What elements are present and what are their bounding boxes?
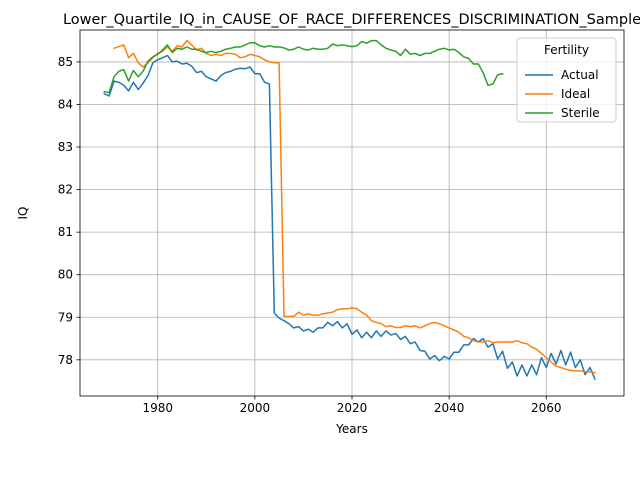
- series-lines: [103, 39, 596, 380]
- y-tick-label: 78: [58, 353, 73, 367]
- x-tick-label: 1980: [142, 401, 173, 415]
- x-axis-label: Years: [335, 422, 368, 436]
- y-axis-label: IQ: [16, 207, 30, 220]
- legend-box: [516, 37, 617, 123]
- y-tick-label: 83: [58, 140, 73, 154]
- series-line-actual: [103, 54, 596, 380]
- legend-title: Fertility: [544, 43, 589, 57]
- legend: Fertility Actual Ideal Sterile: [516, 37, 617, 123]
- legend-label-sterile: Sterile: [561, 106, 600, 120]
- y-axis-ticks: 78 79 80 81 82 83 84 85: [58, 55, 80, 367]
- series-line-ideal: [113, 39, 596, 374]
- x-tick-label: 2040: [434, 401, 465, 415]
- x-tick-label: 2020: [337, 401, 368, 415]
- legend-label-actual: Actual: [561, 68, 599, 82]
- x-axis-ticks: 1980 2000 2020 2040 2060: [142, 396, 562, 415]
- series-line-sterile: [103, 39, 504, 94]
- x-tick-label: 2060: [531, 401, 562, 415]
- y-tick-label: 80: [58, 268, 73, 282]
- x-tick-label: 2000: [240, 401, 271, 415]
- plot-frame: [79, 29, 625, 397]
- y-tick-label: 79: [58, 310, 73, 324]
- y-tick-label: 84: [58, 97, 73, 111]
- y-tick-label: 81: [58, 225, 73, 239]
- y-tick-label: 85: [58, 55, 73, 69]
- legend-label-ideal: Ideal: [561, 87, 590, 101]
- grid: [80, 30, 624, 396]
- y-tick-label: 82: [58, 183, 73, 197]
- chart-title: Lower_Quartile_IQ_in_CAUSE_OF_RACE_DIFFE…: [63, 12, 640, 28]
